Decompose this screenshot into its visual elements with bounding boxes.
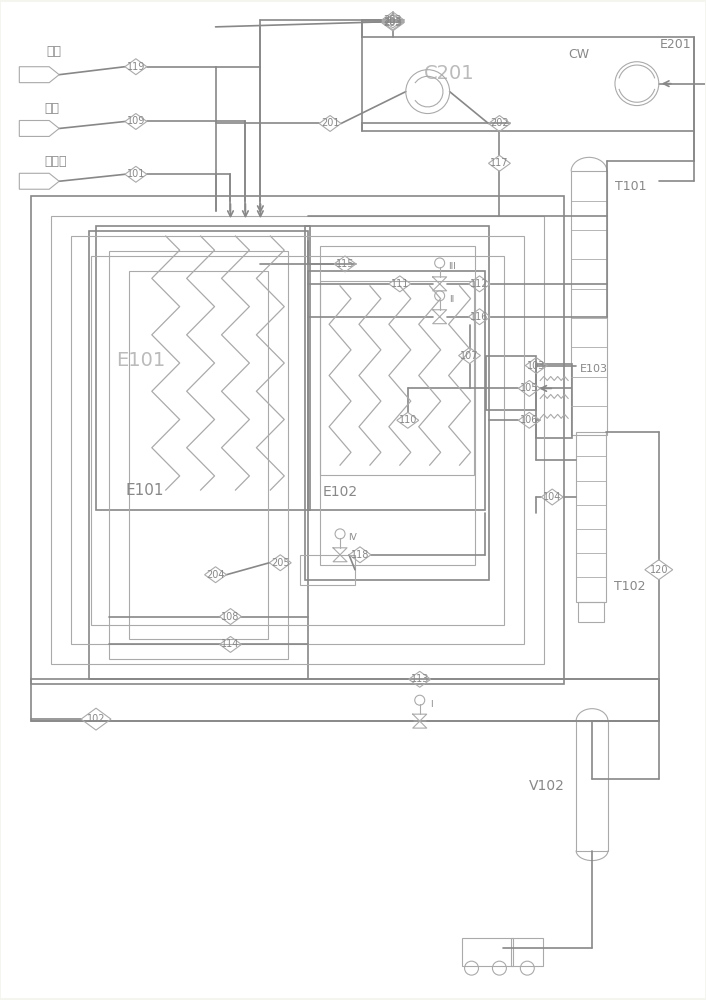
Text: 118: 118 xyxy=(351,550,369,560)
Bar xyxy=(71,236,525,644)
Bar xyxy=(576,432,606,602)
Text: 粗氮: 粗氮 xyxy=(44,102,59,115)
Bar xyxy=(129,271,268,639)
Text: 117: 117 xyxy=(490,158,508,168)
Text: 202: 202 xyxy=(490,118,509,128)
Text: 原料气: 原料气 xyxy=(44,155,67,168)
Text: 107: 107 xyxy=(460,351,479,361)
Text: 108: 108 xyxy=(221,612,239,622)
Text: 205: 205 xyxy=(271,558,289,568)
Text: CW: CW xyxy=(568,48,590,61)
Bar xyxy=(300,555,355,585)
Text: 106: 106 xyxy=(520,415,539,425)
Text: E201: E201 xyxy=(660,38,692,51)
Text: E103: E103 xyxy=(580,364,608,374)
Text: 氮气: 氮气 xyxy=(46,45,61,58)
Text: 110: 110 xyxy=(399,415,417,425)
Text: III: III xyxy=(448,262,455,271)
Bar xyxy=(89,231,309,679)
Bar xyxy=(52,216,544,664)
Bar xyxy=(576,721,608,851)
Text: E101: E101 xyxy=(126,483,164,498)
Text: 105: 105 xyxy=(520,383,539,393)
Text: 104: 104 xyxy=(543,492,561,502)
Text: 203: 203 xyxy=(383,15,402,25)
Text: T102: T102 xyxy=(614,580,645,593)
Bar xyxy=(31,196,564,684)
Bar xyxy=(320,246,474,565)
Bar xyxy=(96,226,310,510)
Bar xyxy=(511,938,543,966)
Text: 201: 201 xyxy=(321,118,340,128)
Text: 115: 115 xyxy=(336,259,354,269)
Bar xyxy=(91,256,504,625)
Text: C201: C201 xyxy=(424,64,475,83)
Bar xyxy=(486,356,537,410)
Text: 102: 102 xyxy=(87,714,105,724)
Text: 101: 101 xyxy=(126,169,145,179)
Text: II: II xyxy=(449,295,454,304)
Bar xyxy=(537,364,572,438)
Text: 111: 111 xyxy=(390,279,409,289)
Bar xyxy=(578,602,604,622)
Text: I: I xyxy=(431,700,433,709)
Text: 203: 203 xyxy=(383,18,402,28)
Text: 204: 204 xyxy=(206,570,225,580)
Bar xyxy=(462,938,513,966)
Text: IV: IV xyxy=(347,533,357,542)
Text: 119: 119 xyxy=(126,62,145,72)
Text: 203: 203 xyxy=(383,17,402,27)
Text: E101: E101 xyxy=(116,351,165,370)
Bar xyxy=(571,171,607,435)
Bar xyxy=(320,281,474,475)
Bar xyxy=(305,226,489,580)
Text: 103: 103 xyxy=(527,361,546,371)
Text: 112: 112 xyxy=(470,279,489,289)
Text: 114: 114 xyxy=(221,639,239,649)
Text: 109: 109 xyxy=(126,116,145,126)
Text: E102: E102 xyxy=(323,485,358,499)
Bar xyxy=(309,271,486,510)
Text: T101: T101 xyxy=(615,180,647,193)
Text: V102: V102 xyxy=(530,779,566,793)
Text: 120: 120 xyxy=(650,565,668,575)
Bar xyxy=(362,37,694,131)
Bar xyxy=(31,679,659,721)
Bar xyxy=(109,251,288,659)
Text: 116: 116 xyxy=(470,312,489,322)
Text: 113: 113 xyxy=(411,674,429,684)
